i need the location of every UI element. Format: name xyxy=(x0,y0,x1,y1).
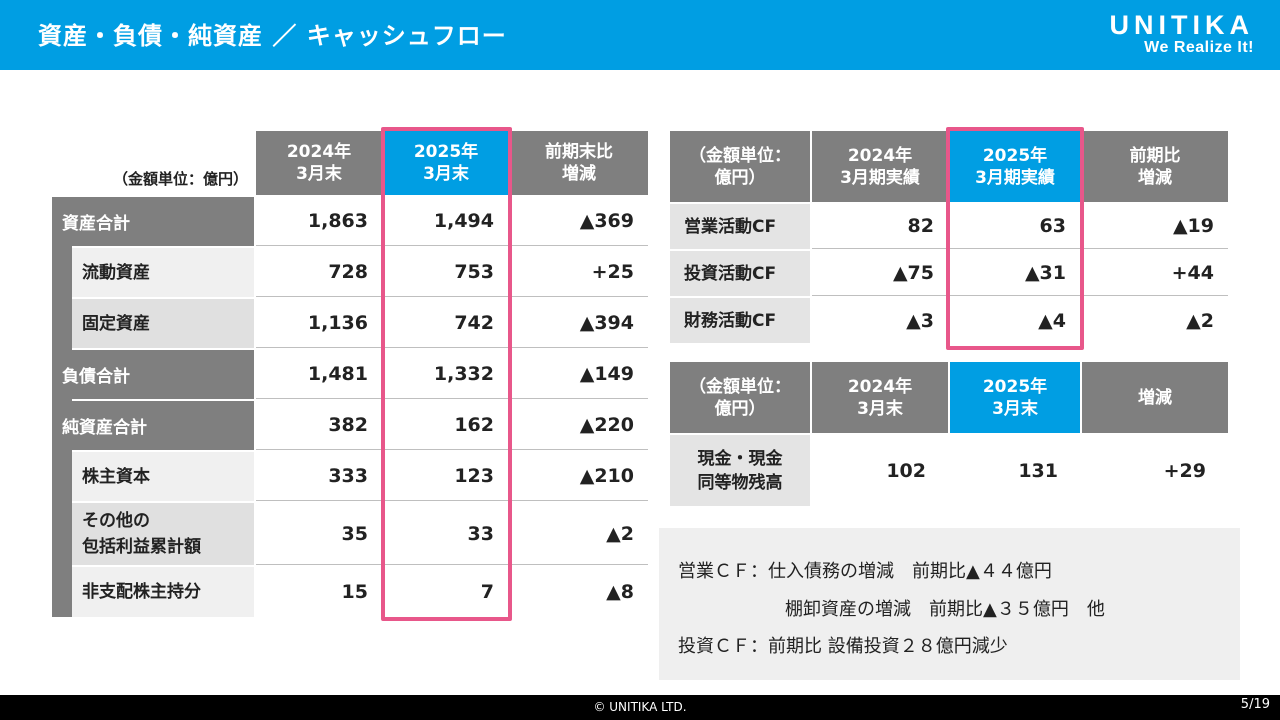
bs-cell: 1,494 xyxy=(384,197,508,246)
cb-cell: +29 xyxy=(1163,459,1206,482)
bs-cell: ▲369 xyxy=(510,197,648,246)
footer-bar: © UNITIKA LTD. 5/19 xyxy=(0,695,1280,720)
cf-highlight-frame xyxy=(946,127,1084,350)
cf-cell: ▲2 xyxy=(1186,309,1214,332)
bs-cell: +25 xyxy=(510,248,648,297)
bs-row-label-total-assets: 資産合計 xyxy=(52,197,254,246)
bs-cell: ▲394 xyxy=(510,299,648,348)
cb-unit-label: （金額単位： 億円） xyxy=(670,362,810,433)
bs-header-2025: 2025年 3月末 xyxy=(384,131,508,195)
bs-cell: ▲210 xyxy=(510,452,648,501)
bs-row-label-current-assets: 流動資産 xyxy=(72,248,254,297)
bs-cell: 728 xyxy=(256,248,382,297)
note-line-investing: 投資ＣＦ：前期比 設備投資２８億円減少 xyxy=(678,636,1008,657)
bs-cell: 1,136 xyxy=(256,299,382,348)
bs-cell: 33 xyxy=(384,503,508,565)
note-line-operating: 営業ＣＦ：仕入債務の増減 前期比▲４４億円 xyxy=(678,561,1052,582)
cf-header-change: 前期比 増減 xyxy=(1082,131,1228,202)
bs-row-label-total-liabilities: 負債合計 xyxy=(52,350,254,399)
page-number: 5/19 xyxy=(1240,697,1270,712)
cb-row-label-cash: 現金・現金 同等物残高 xyxy=(670,435,810,506)
header-bar: 資産・負債・純資産 ／ キャッシュフロー UNITIKA We Realize … xyxy=(0,0,1280,70)
cf-cell: ▲4 xyxy=(1038,309,1066,332)
bs-cell: 123 xyxy=(384,452,508,501)
bs-row-label-accumulated-oci: その他の 包括利益累計額 xyxy=(72,503,254,565)
bs-cell: ▲149 xyxy=(510,350,648,399)
bs-header-2024: 2024年 3月末 xyxy=(256,131,382,195)
cf-row-label-operating: 営業活動CF xyxy=(670,204,810,249)
cb-header-2025: 2025年 3月末 xyxy=(950,362,1080,433)
page-title: 資産・負債・純資産 ／ キャッシュフロー xyxy=(38,22,507,50)
bs-row-label-non-controlling: 非支配株主持分 xyxy=(72,567,254,617)
cf-cell: ▲31 xyxy=(950,251,1080,296)
bs-cell: ▲8 xyxy=(606,581,634,603)
notes-box: 営業ＣＦ：仕入債務の増減 前期比▲４４億円 棚卸資産の増減 前期比▲３５億円 他… xyxy=(659,528,1240,680)
bs-cell: 1,481 xyxy=(256,350,382,399)
bs-header-change: 前期末比 増減 xyxy=(510,131,648,195)
bs-cell: 1,863 xyxy=(256,197,382,246)
cf-cell: ▲75 xyxy=(812,251,948,296)
unitika-logo: UNITIKA We Realize It! xyxy=(1110,12,1255,58)
bs-row-label-fixed-assets: 固定資産 xyxy=(72,299,254,348)
logo-tagline: We Realize It! xyxy=(1144,39,1254,56)
bs-cell: 753 xyxy=(384,248,508,297)
cf-cell: 82 xyxy=(812,204,948,249)
bs-cell: 7 xyxy=(480,581,494,603)
note-line-inventory: 棚卸資産の増減 前期比▲３５億円 他 xyxy=(785,599,1105,620)
cf-row-label-financing: 財務活動CF xyxy=(670,298,810,343)
bs-highlight-frame xyxy=(381,127,512,621)
bs-cell: 35 xyxy=(256,503,382,565)
bs-cell: 1,332 xyxy=(384,350,508,399)
bs-cell: ▲2 xyxy=(510,503,648,565)
cf-row-label-investing: 投資活動CF xyxy=(670,251,810,296)
copyright-text: © UNITIKA LTD. xyxy=(593,700,687,714)
bs-row-label-shareholders-equity: 株主資本 xyxy=(72,452,254,501)
cf-cell: ▲19 xyxy=(1082,204,1228,249)
cb-cell: 102 xyxy=(886,459,926,482)
bs-cell: 162 xyxy=(384,401,508,450)
cf-header-2025: 2025年 3月期実績 xyxy=(950,131,1080,202)
logo-name: UNITIKA xyxy=(1109,10,1254,40)
bs-cell: 382 xyxy=(256,401,382,450)
cb-header-change: 増減 xyxy=(1082,362,1228,433)
cb-header-2024: 2024年 3月末 xyxy=(812,362,948,433)
cf-cell: +44 xyxy=(1082,251,1228,296)
bs-cell: 333 xyxy=(256,452,382,501)
cf-cell: 63 xyxy=(950,204,1080,249)
bs-cell: ▲220 xyxy=(510,401,648,450)
cf-unit-label: （金額単位： 億円） xyxy=(670,131,810,202)
cf-header-2024: 2024年 3月期実績 xyxy=(812,131,948,202)
cb-cell: 131 xyxy=(1018,459,1058,482)
bs-unit-label: （金額単位：億円） xyxy=(112,170,248,188)
cf-cell: ▲3 xyxy=(906,309,934,332)
bs-cell: 15 xyxy=(341,581,368,603)
bs-cell: 742 xyxy=(384,299,508,348)
bs-row-label-total-net-assets: 純資産合計 xyxy=(52,401,254,450)
